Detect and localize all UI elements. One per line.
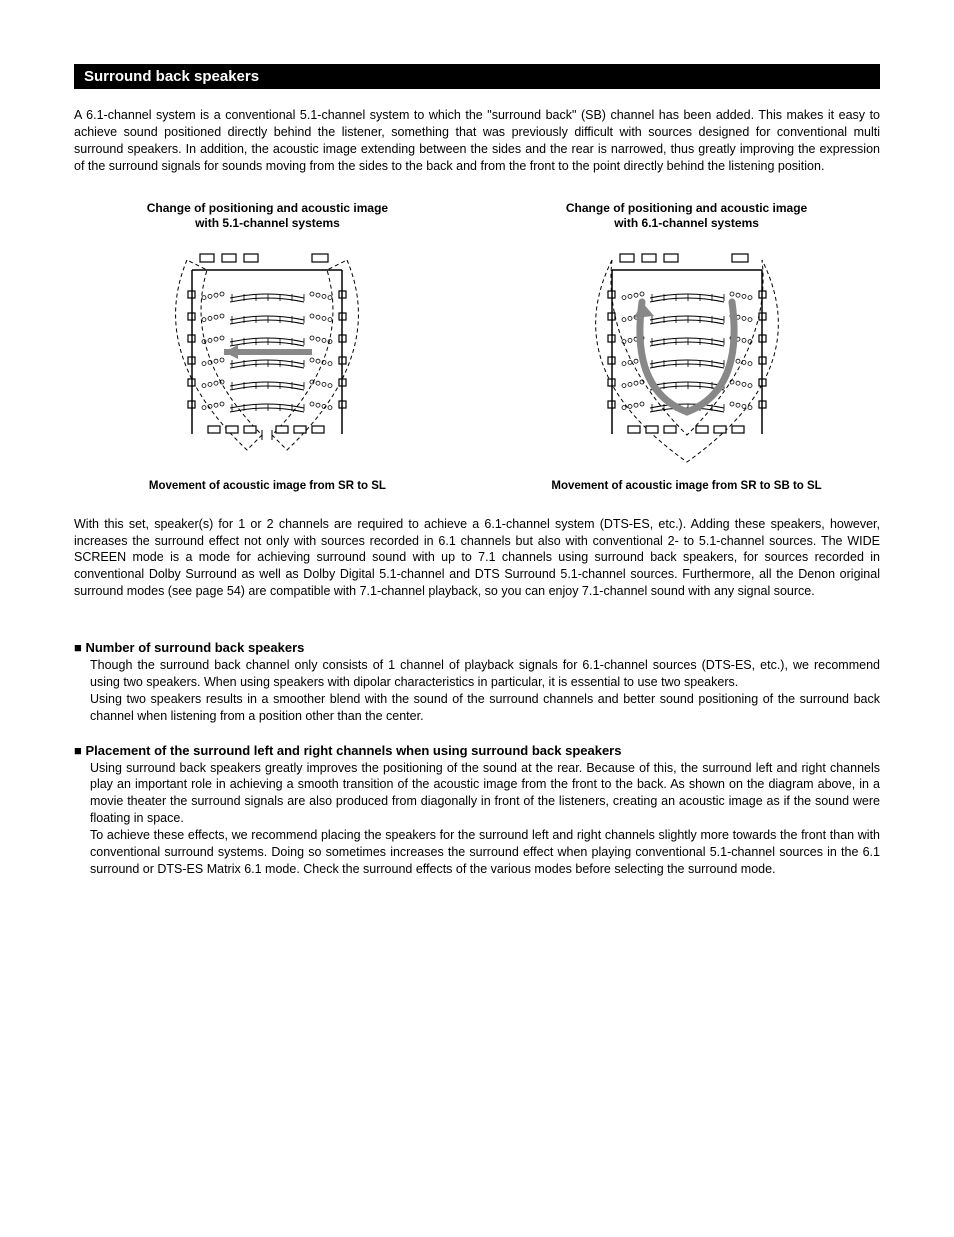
- bullet-item: Number of surround back speakers Though …: [74, 640, 880, 725]
- diagram-5-1: Change of positioning and acoustic image…: [74, 201, 461, 492]
- bullet-item: Placement of the surround left and right…: [74, 743, 880, 878]
- theater-diagram-6-1: [572, 240, 802, 470]
- diagram-5-1-caption: Movement of acoustic image from SR to SL: [74, 480, 461, 492]
- diagram-6-1-title: Change of positioning and acoustic image…: [493, 201, 880, 232]
- bullet-heading-0: Number of surround back speakers: [74, 640, 880, 655]
- diagram-5-1-title-line1: Change of positioning and acoustic image: [147, 201, 388, 215]
- bullet-body-1: Using surround back speakers greatly imp…: [90, 760, 880, 878]
- bullet-heading-1: Placement of the surround left and right…: [74, 743, 880, 758]
- diagram-6-1: Change of positioning and acoustic image…: [493, 201, 880, 492]
- section-header: Surround back speakers: [74, 64, 880, 89]
- diagram-6-1-caption: Movement of acoustic image from SR to SB…: [493, 480, 880, 492]
- diagram-5-1-title-line2: with 5.1-channel systems: [195, 216, 340, 230]
- bullet-section: Number of surround back speakers Though …: [74, 640, 880, 878]
- diagram-6-1-title-line2: with 6.1-channel systems: [614, 216, 759, 230]
- diagram-6-1-title-line1: Change of positioning and acoustic image: [566, 201, 807, 215]
- bullet-body-0: Though the surround back channel only co…: [90, 657, 880, 725]
- diagram-5-1-title: Change of positioning and acoustic image…: [74, 201, 461, 232]
- intro-paragraph: A 6.1-channel system is a conventional 5…: [74, 107, 880, 175]
- page: Surround back speakers A 6.1-channel sys…: [0, 0, 954, 1237]
- theater-diagram-5-1: [152, 240, 382, 470]
- mid-paragraph: With this set, speaker(s) for 1 or 2 cha…: [74, 516, 880, 600]
- diagrams-row: Change of positioning and acoustic image…: [74, 201, 880, 492]
